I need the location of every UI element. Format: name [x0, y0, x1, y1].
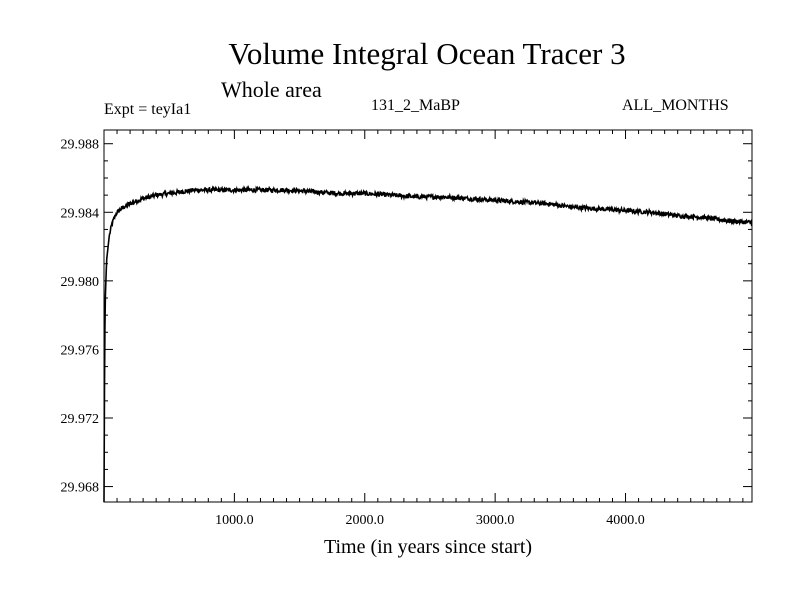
y-tick-label: 29.988	[61, 138, 100, 153]
x-tick-label: 3000.0	[476, 513, 515, 528]
experiment-label: Expt = teyIa1	[104, 101, 192, 118]
x-tick-label: 1000.0	[215, 513, 254, 528]
x-tick-label: 4000.0	[606, 513, 645, 528]
chart-title: Volume Integral Ocean Tracer 3	[228, 36, 626, 71]
chart-subtitle: Whole area	[221, 77, 322, 102]
tick-labels: 1000.0 2000.0 3000.0 4000.0 29.968 29.972 29.9…	[61, 138, 645, 528]
run-label: 131_2_MaBP	[371, 97, 460, 114]
plot-frame	[103, 129, 753, 503]
y-tick-label: 29.984	[61, 206, 100, 221]
axis-ticks	[104, 130, 752, 502]
series-line	[103, 184, 753, 503]
x-tick-label: 2000.0	[346, 513, 385, 528]
y-tick-label: 29.968	[61, 481, 100, 496]
months-label: ALL_MONTHS	[622, 97, 729, 114]
y-tick-label: 29.980	[61, 275, 100, 290]
x-axis-label: Time (in years since start)	[324, 536, 532, 558]
y-tick-label: 29.976	[61, 343, 100, 358]
y-tick-label: 29.972	[61, 412, 100, 427]
